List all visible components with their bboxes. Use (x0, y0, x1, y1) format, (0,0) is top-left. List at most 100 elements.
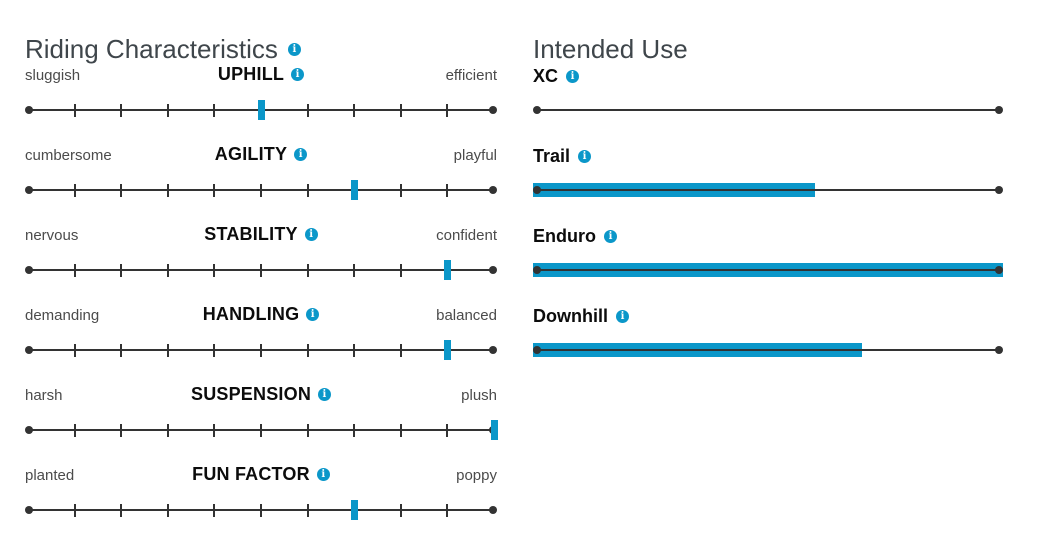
info-icon[interactable]: i (306, 308, 320, 321)
tick-mark (399, 183, 402, 197)
tick-mark (120, 423, 123, 437)
info-icon[interactable]: i (316, 468, 330, 481)
use-track (533, 96, 1003, 124)
slider-value-marker (350, 180, 358, 200)
track-end-dot (995, 106, 1003, 114)
tick-mark (260, 503, 262, 517)
slider-max-label: poppy (456, 467, 497, 484)
slider-min-label: harsh (25, 387, 63, 404)
tick-mark (166, 423, 169, 437)
track-start-dot (25, 426, 33, 434)
slider-track (25, 96, 497, 124)
riding-characteristic-row: harsh SUSPENSION i plush (25, 384, 498, 456)
slider-title-text: AGILITY (214, 144, 288, 164)
tick-mark (213, 423, 216, 437)
slider-title: STABILITY i (204, 224, 318, 245)
slider-title: FUN FACTOR i (192, 464, 330, 485)
intended-use-row: Trail i (533, 144, 1003, 216)
slider-value-marker (257, 100, 265, 120)
info-icon[interactable]: i (604, 229, 617, 243)
slider-title-text: HANDLING (202, 304, 300, 324)
slider-title: UPHILL i (217, 64, 305, 85)
tick-mark (399, 503, 402, 517)
use-label-text: XC (533, 65, 559, 86)
track-line (536, 349, 1000, 351)
use-label-text: Downhill (533, 305, 608, 326)
use-label-text: Trail (533, 145, 571, 166)
slider-title-text: SUSPENSION (190, 384, 312, 404)
info-icon[interactable]: i (291, 68, 305, 81)
slider-value-marker (350, 500, 358, 520)
slider-min-label: sluggish (25, 67, 81, 84)
tick-mark (213, 503, 216, 517)
tick-mark (353, 423, 356, 437)
use-label: Enduro i (533, 224, 1003, 248)
tick-mark (260, 263, 262, 277)
riding-characteristics-header: Riding Characteristics i (25, 34, 301, 65)
track-start-dot (25, 346, 33, 354)
tick-mark (73, 263, 76, 277)
track-end-dot (489, 346, 497, 354)
tick-mark (73, 183, 76, 197)
tick-mark (213, 103, 216, 117)
info-icon[interactable]: i (566, 69, 580, 83)
info-icon[interactable]: i (616, 309, 629, 323)
track-start-dot (533, 106, 541, 114)
use-track (533, 176, 1003, 204)
tick-mark (73, 503, 76, 517)
slider-max-label: confident (436, 227, 497, 244)
slider-max-label: efficient (445, 67, 497, 84)
info-icon[interactable]: i (318, 388, 332, 401)
slider-track (25, 416, 498, 444)
slider-max-label: plush (461, 387, 497, 404)
intended-use-header: Intended Use (533, 34, 688, 65)
riding-characteristic-row: sluggish UPHILL i efficient (25, 64, 497, 136)
track-start-dot (25, 506, 33, 514)
slider-scale (28, 96, 494, 124)
slider-scale (28, 496, 494, 524)
tick-mark (260, 343, 262, 357)
info-icon[interactable]: i (287, 42, 301, 56)
tick-mark (353, 103, 356, 117)
tick-mark (166, 263, 169, 277)
info-icon[interactable]: i (304, 228, 318, 241)
slider-title-text: UPHILL (217, 64, 285, 84)
info-icon[interactable]: i (578, 149, 592, 163)
info-icon[interactable]: i (294, 148, 308, 161)
slider-title: AGILITY i (214, 144, 308, 165)
slider-title: SUSPENSION i (190, 384, 332, 405)
use-label-text: Enduro (533, 225, 596, 246)
tick-mark (399, 423, 402, 437)
track-end-dot (489, 266, 497, 274)
tick-mark (213, 343, 216, 357)
use-label: Downhill i (533, 304, 1003, 328)
tick-mark (446, 503, 449, 517)
tick-mark (446, 423, 449, 437)
slider-track (25, 336, 497, 364)
tick-mark (213, 183, 216, 197)
tick-mark (399, 103, 402, 117)
use-track (533, 336, 1003, 364)
use-track (533, 256, 1003, 284)
track-end-dot (995, 186, 1003, 194)
use-label: XC i (533, 64, 1003, 88)
slider-title-text: FUN FACTOR (192, 464, 310, 484)
tick-mark (260, 183, 262, 197)
tick-mark (306, 263, 309, 277)
track-start-dot (25, 106, 33, 114)
riding-characteristic-row: planted FUN FACTOR i poppy (25, 464, 497, 536)
tick-mark (260, 423, 262, 437)
tick-mark (120, 263, 123, 277)
slider-labels: demanding HANDLING i balanced (25, 304, 497, 328)
slider-title-text: STABILITY (204, 224, 298, 244)
slider-track (25, 176, 497, 204)
tick-mark (120, 503, 123, 517)
slider-scale (28, 256, 494, 284)
tick-mark (306, 503, 309, 517)
track-end-dot (489, 506, 497, 514)
tick-mark (120, 183, 123, 197)
tick-mark (73, 423, 76, 437)
slider-scale (28, 416, 498, 444)
tick-mark (446, 183, 449, 197)
intended-use-title: Intended Use (533, 33, 688, 64)
